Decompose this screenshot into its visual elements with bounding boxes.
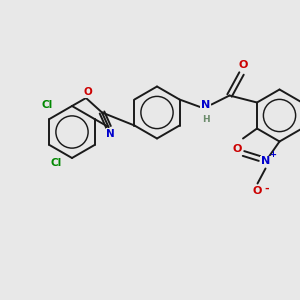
Text: N: N [201,100,210,110]
Text: O: O [84,87,92,97]
Text: -: - [264,184,269,194]
Text: N: N [261,157,270,166]
Text: N: N [106,129,115,139]
Text: Cl: Cl [50,158,62,168]
Text: O: O [239,61,248,70]
Text: O: O [253,185,262,196]
Text: O: O [233,145,242,154]
Text: H: H [202,115,209,124]
Text: Cl: Cl [42,100,53,110]
Text: +: + [269,150,276,159]
